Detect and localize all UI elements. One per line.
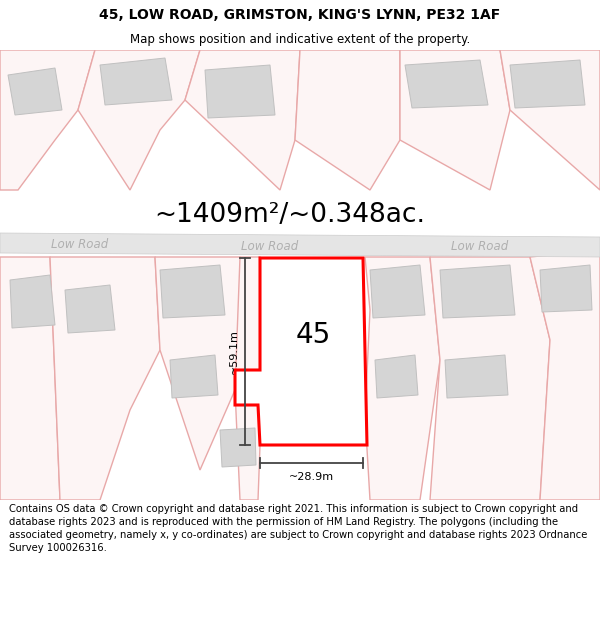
Polygon shape	[500, 50, 600, 190]
Polygon shape	[50, 257, 160, 500]
Text: Map shows position and indicative extent of the property.: Map shows position and indicative extent…	[130, 34, 470, 46]
Polygon shape	[8, 68, 62, 115]
Polygon shape	[440, 265, 515, 318]
Polygon shape	[400, 50, 510, 190]
Polygon shape	[530, 250, 600, 500]
Text: ~28.9m: ~28.9m	[289, 472, 334, 482]
Polygon shape	[170, 355, 218, 398]
Polygon shape	[100, 58, 172, 105]
Polygon shape	[445, 355, 508, 398]
Text: ~1409m²/~0.348ac.: ~1409m²/~0.348ac.	[155, 202, 425, 228]
Text: Low Road: Low Road	[52, 238, 109, 251]
Polygon shape	[160, 265, 225, 318]
Polygon shape	[65, 285, 115, 333]
Polygon shape	[365, 257, 440, 500]
Polygon shape	[78, 50, 200, 190]
Polygon shape	[510, 60, 585, 108]
Polygon shape	[10, 275, 55, 328]
Polygon shape	[540, 265, 592, 312]
Text: ~59.1m: ~59.1m	[229, 329, 239, 374]
Polygon shape	[405, 60, 488, 108]
Text: Low Road: Low Road	[451, 239, 509, 252]
Polygon shape	[205, 65, 275, 118]
Polygon shape	[155, 257, 250, 470]
Polygon shape	[220, 428, 256, 467]
Polygon shape	[430, 257, 550, 500]
Text: Contains OS data © Crown copyright and database right 2021. This information is : Contains OS data © Crown copyright and d…	[9, 504, 587, 553]
Text: 45, LOW ROAD, GRIMSTON, KING'S LYNN, PE32 1AF: 45, LOW ROAD, GRIMSTON, KING'S LYNN, PE3…	[100, 8, 500, 22]
Polygon shape	[370, 265, 425, 318]
Text: Low Road: Low Road	[241, 239, 299, 252]
Polygon shape	[0, 50, 95, 190]
Polygon shape	[295, 50, 400, 190]
Polygon shape	[185, 50, 300, 190]
Polygon shape	[375, 355, 418, 398]
Polygon shape	[235, 257, 265, 500]
Polygon shape	[0, 233, 600, 257]
Text: 45: 45	[295, 321, 331, 349]
Polygon shape	[0, 257, 60, 500]
Polygon shape	[235, 258, 367, 445]
